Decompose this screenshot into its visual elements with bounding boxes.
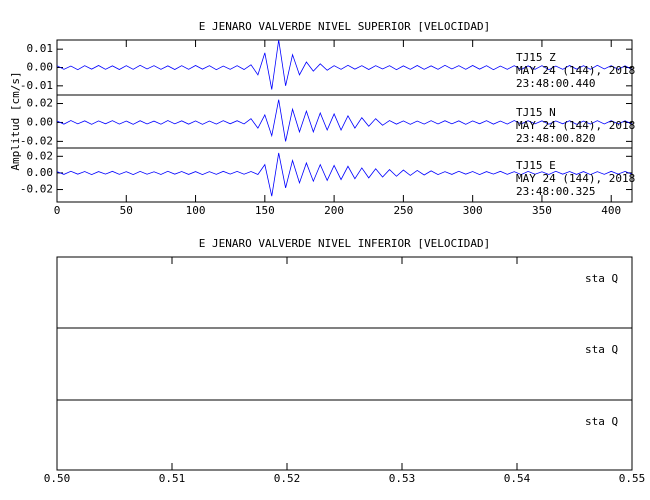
x-tick-label: 0.52 xyxy=(274,472,301,485)
time-label: 23:48:00.440 xyxy=(516,77,595,90)
y-tick-label: -0.01 xyxy=(20,79,53,92)
y-tick-label: 0.00 xyxy=(27,61,54,74)
date-label: MAY 24 (144), 2018 xyxy=(516,119,635,132)
y-tick-label: 0.00 xyxy=(27,115,54,128)
x-tick-label: 350 xyxy=(532,204,552,217)
y-tick-label: 0.00 xyxy=(27,166,54,179)
chart-title: E JENARO VALVERDE NIVEL INFERIOR [VELOCI… xyxy=(199,237,490,250)
waveform xyxy=(56,152,633,197)
waveform xyxy=(56,39,633,90)
station-label: sta Q xyxy=(585,272,618,285)
x-tick-label: 300 xyxy=(463,204,483,217)
x-tick-label: 100 xyxy=(186,204,206,217)
x-tick-label: 400 xyxy=(601,204,621,217)
date-label: MAY 24 (144), 2018 xyxy=(516,64,635,77)
x-tick-label: 200 xyxy=(324,204,344,217)
y-tick-label: 0.02 xyxy=(27,97,54,110)
panel-frame xyxy=(56,399,633,471)
time-label: 23:48:00.325 xyxy=(516,185,595,198)
station-label: TJ15 Z xyxy=(516,51,556,64)
y-tick-label: -0.02 xyxy=(20,134,53,147)
x-tick-label: 50 xyxy=(120,204,133,217)
x-tick-label: 150 xyxy=(255,204,275,217)
waveform xyxy=(56,99,633,142)
station-label: TJ15 E xyxy=(516,159,556,172)
chart-title: E JENARO VALVERDE NIVEL SUPERIOR [VELOCI… xyxy=(199,20,490,33)
y-axis-label: Amplitud [cm/s] xyxy=(9,71,22,170)
station-label: TJ15 N xyxy=(516,106,556,119)
y-tick-label: 0.01 xyxy=(27,42,54,55)
time-label: 23:48:00.820 xyxy=(516,132,595,145)
date-label: MAY 24 (144), 2018 xyxy=(516,172,635,185)
y-tick-label: 0.02 xyxy=(27,149,54,162)
station-label: sta Q xyxy=(585,343,618,356)
panel-frame xyxy=(56,256,633,329)
x-tick-label: 0.51 xyxy=(159,472,186,485)
x-tick-label: 0.53 xyxy=(389,472,416,485)
x-tick-label: 0.54 xyxy=(504,472,531,485)
x-tick-label: 250 xyxy=(393,204,413,217)
station-label: sta Q xyxy=(585,415,618,428)
y-tick-label: -0.02 xyxy=(20,183,53,196)
x-tick-label: 0 xyxy=(54,204,61,217)
panel-frame xyxy=(56,147,633,203)
x-tick-label: 0.50 xyxy=(44,472,71,485)
x-tick-label: 0.55 xyxy=(619,472,646,485)
panel-frame xyxy=(56,327,633,401)
